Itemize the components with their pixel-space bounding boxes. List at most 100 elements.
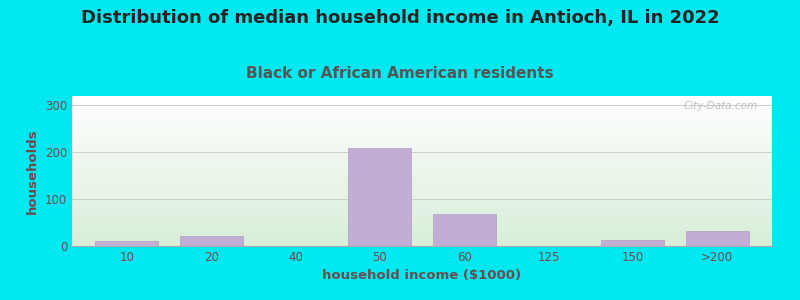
Bar xyxy=(72,174,772,175)
Bar xyxy=(72,198,772,199)
Bar xyxy=(72,116,772,117)
Bar xyxy=(72,128,772,129)
Bar xyxy=(72,209,772,210)
Bar xyxy=(72,172,772,173)
Bar xyxy=(72,230,772,231)
Bar xyxy=(72,154,772,155)
Bar xyxy=(72,122,772,123)
Bar xyxy=(72,110,772,111)
Bar xyxy=(433,214,496,246)
Bar xyxy=(72,126,772,127)
Bar xyxy=(72,219,772,220)
Bar xyxy=(602,240,665,246)
Bar xyxy=(72,169,772,170)
Bar xyxy=(72,165,772,166)
Bar xyxy=(72,167,772,168)
Bar xyxy=(72,222,772,223)
Bar xyxy=(72,192,772,193)
Bar xyxy=(72,137,772,138)
Bar xyxy=(72,155,772,156)
Bar xyxy=(72,109,772,110)
Bar xyxy=(72,171,772,172)
Bar xyxy=(72,158,772,159)
Bar xyxy=(72,173,772,174)
Bar xyxy=(72,211,772,212)
Bar xyxy=(72,138,772,139)
Bar xyxy=(72,220,772,221)
Bar xyxy=(72,123,772,124)
Bar xyxy=(72,242,772,243)
Y-axis label: households: households xyxy=(26,128,39,214)
Bar xyxy=(72,150,772,151)
Bar xyxy=(72,166,772,167)
Bar xyxy=(72,202,772,203)
Bar xyxy=(72,170,772,171)
Bar xyxy=(72,113,772,114)
Bar xyxy=(72,139,772,140)
Bar xyxy=(72,232,772,233)
Bar xyxy=(72,102,772,103)
Bar xyxy=(72,114,772,115)
Bar xyxy=(72,129,772,130)
Bar xyxy=(72,146,772,147)
Bar xyxy=(72,183,772,184)
Bar xyxy=(72,117,772,118)
Bar xyxy=(72,240,772,241)
Bar xyxy=(72,141,772,142)
Bar xyxy=(72,175,772,176)
Bar xyxy=(72,152,772,153)
Bar xyxy=(72,112,772,113)
Bar xyxy=(72,186,772,187)
Bar xyxy=(72,197,772,198)
Bar xyxy=(72,130,772,131)
Bar xyxy=(72,234,772,235)
Bar xyxy=(72,111,772,112)
Bar xyxy=(72,217,772,218)
Bar xyxy=(72,162,772,163)
Bar xyxy=(72,135,772,136)
Bar xyxy=(72,100,772,101)
Bar xyxy=(72,99,772,100)
Bar xyxy=(72,194,772,195)
Bar xyxy=(72,121,772,122)
Bar xyxy=(179,236,242,246)
Bar xyxy=(72,190,772,191)
Bar xyxy=(72,181,772,182)
Bar xyxy=(72,193,772,194)
Bar xyxy=(72,164,772,165)
Bar xyxy=(72,208,772,209)
Bar xyxy=(72,98,772,99)
Bar xyxy=(72,200,772,201)
Bar xyxy=(72,214,772,215)
Bar xyxy=(72,157,772,158)
Bar xyxy=(72,196,772,197)
Bar xyxy=(72,156,772,157)
Bar xyxy=(72,227,772,228)
Bar xyxy=(72,106,772,107)
Bar xyxy=(72,182,772,183)
Text: City-Data.com: City-Data.com xyxy=(684,100,758,110)
Bar xyxy=(72,104,772,105)
Bar xyxy=(72,213,772,214)
Bar xyxy=(72,103,772,104)
Bar xyxy=(72,218,772,219)
Bar xyxy=(72,195,772,196)
Bar xyxy=(72,224,772,225)
Bar xyxy=(72,147,772,148)
Bar xyxy=(72,168,772,169)
Bar xyxy=(72,201,772,202)
Bar xyxy=(72,244,772,245)
Bar xyxy=(72,239,772,240)
Text: Black or African American residents: Black or African American residents xyxy=(246,66,554,81)
Bar xyxy=(72,177,772,178)
Bar xyxy=(72,203,772,204)
Bar xyxy=(72,133,772,134)
Bar xyxy=(72,131,772,132)
Bar xyxy=(72,223,772,224)
Bar xyxy=(72,163,772,164)
Bar xyxy=(72,96,772,97)
Bar xyxy=(72,136,772,137)
Bar xyxy=(72,145,772,146)
Bar xyxy=(72,216,772,217)
Bar xyxy=(72,144,772,145)
